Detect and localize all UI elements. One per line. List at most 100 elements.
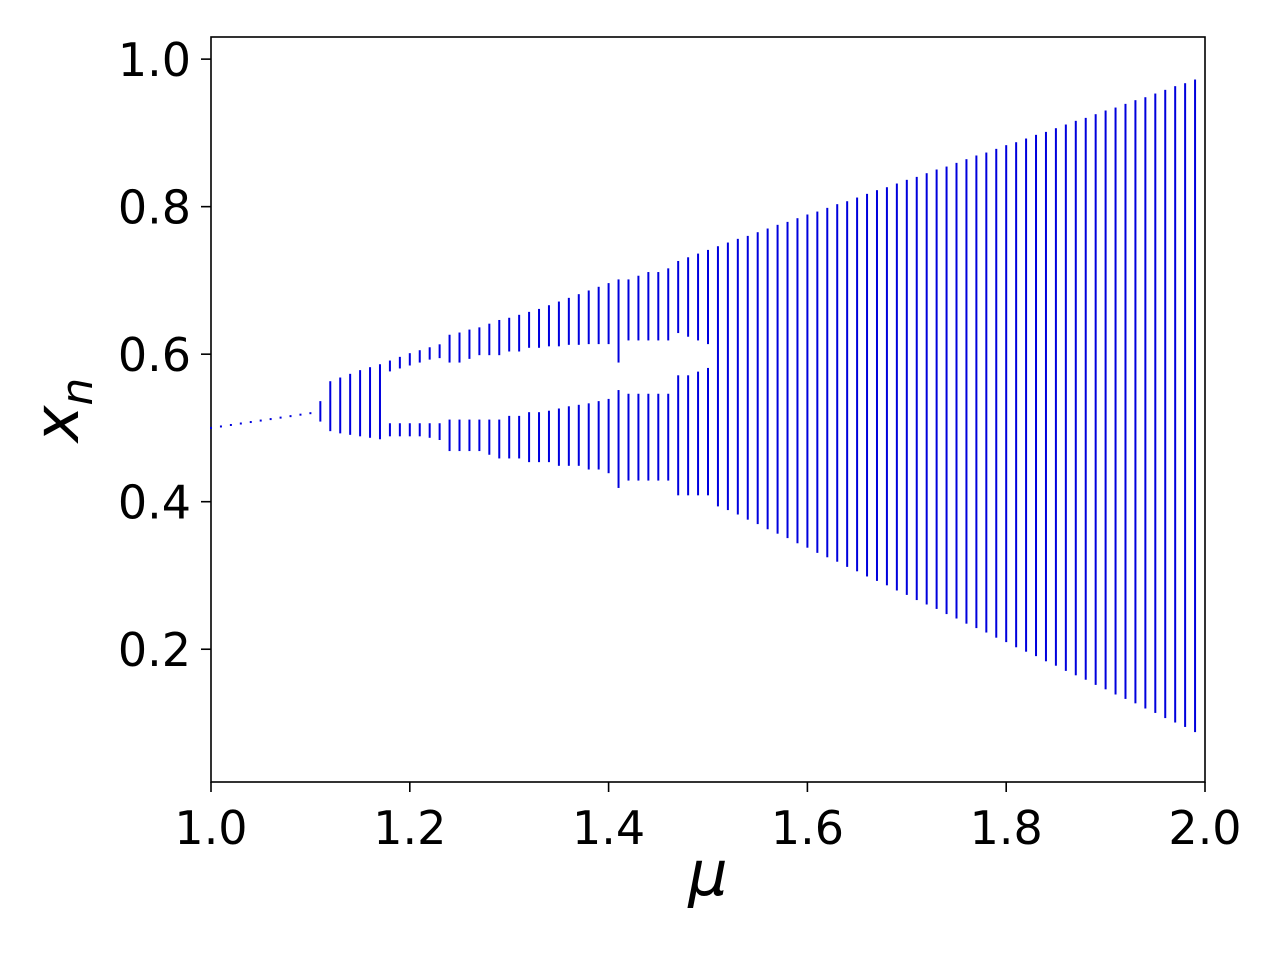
band-segment xyxy=(846,201,849,567)
band-segment xyxy=(766,228,769,530)
y-axis-label-base: x xyxy=(20,404,93,444)
band-segment xyxy=(518,314,521,352)
band-segment xyxy=(726,242,729,511)
band-segment xyxy=(796,218,799,544)
x-tick-label: 1.0 xyxy=(174,801,247,855)
band-segment xyxy=(677,260,680,334)
band-segment xyxy=(259,419,262,422)
band-segment xyxy=(1134,100,1137,704)
band-segment xyxy=(468,419,471,452)
band-segment xyxy=(707,249,709,345)
band-segment xyxy=(925,173,928,605)
band-segment xyxy=(1144,97,1147,709)
band-segment xyxy=(210,426,212,429)
band-segment xyxy=(418,423,421,437)
band-segment xyxy=(806,214,809,548)
band-segment xyxy=(1054,128,1057,666)
band-segment xyxy=(716,246,719,507)
y-tick-label: 0.2 xyxy=(118,623,191,677)
band-segment xyxy=(438,344,441,359)
band-segment xyxy=(398,423,401,437)
band-segment xyxy=(647,393,650,481)
band-segment xyxy=(587,403,590,470)
band-segment xyxy=(438,423,441,441)
band-segment xyxy=(289,415,292,418)
band-segment xyxy=(895,183,898,591)
band-segment xyxy=(697,371,700,496)
band-segment xyxy=(349,373,352,435)
band-segment xyxy=(478,327,481,356)
x-axis-label: μ xyxy=(687,837,727,910)
band-segment xyxy=(995,148,998,638)
band-segment xyxy=(597,286,600,345)
band-segment xyxy=(279,416,282,419)
band-segment xyxy=(945,166,948,615)
band-segment xyxy=(1005,145,1008,643)
band-segment xyxy=(816,211,819,553)
band-segment xyxy=(219,425,222,428)
band-segment xyxy=(498,319,501,356)
band-segment xyxy=(756,232,759,525)
band-segment xyxy=(776,224,779,534)
band-segment xyxy=(746,235,749,520)
band-segment xyxy=(1104,110,1107,690)
band-segment xyxy=(339,377,342,434)
band-segment xyxy=(408,423,411,437)
band-segment xyxy=(1174,86,1177,723)
band-segment xyxy=(269,418,272,421)
y-tick-label: 0.8 xyxy=(118,181,191,235)
band-segment xyxy=(388,360,391,372)
band-segment xyxy=(677,375,680,496)
band-segment xyxy=(587,290,590,345)
band-segment xyxy=(577,404,580,466)
band-segment xyxy=(657,272,660,341)
band-segment xyxy=(836,204,839,562)
band-segment xyxy=(667,393,670,481)
band-segment xyxy=(577,294,580,345)
band-segment xyxy=(875,190,878,581)
band-segment xyxy=(1084,117,1087,680)
band-segment xyxy=(528,311,531,348)
band-segment xyxy=(697,253,700,341)
y-tick-label: 0.4 xyxy=(118,476,191,530)
band-segment xyxy=(687,257,690,337)
band-segment xyxy=(647,272,650,341)
band-segment xyxy=(1025,138,1028,652)
band-segment xyxy=(965,159,968,624)
band-segment xyxy=(478,419,481,452)
band-segment xyxy=(408,353,411,366)
band-segment xyxy=(736,238,739,515)
band-segment xyxy=(418,350,421,363)
band-segment xyxy=(319,401,322,422)
band-segment xyxy=(359,370,362,437)
band-segment xyxy=(885,187,888,586)
band-segment xyxy=(637,275,640,341)
band-segment xyxy=(1064,124,1067,671)
band-segment xyxy=(229,423,232,426)
band-segment xyxy=(528,412,531,463)
band-segment xyxy=(518,415,521,459)
band-segment xyxy=(975,155,978,629)
band-segment xyxy=(935,169,938,609)
band-segment xyxy=(627,279,630,341)
band-segment xyxy=(1124,103,1127,699)
band-segment xyxy=(538,308,541,348)
band-segment xyxy=(498,419,501,459)
band-segment xyxy=(239,422,242,425)
band-segment xyxy=(508,317,511,352)
band-segment xyxy=(637,393,640,481)
band-segment xyxy=(627,393,630,481)
band-segment xyxy=(955,162,958,619)
band-segment xyxy=(905,179,908,595)
x-tick-label: 1.6 xyxy=(771,801,844,855)
band-segment xyxy=(866,193,869,577)
band-segment xyxy=(567,297,570,345)
band-segment xyxy=(557,408,560,466)
x-tick-label: 1.2 xyxy=(373,801,446,855)
band-segment xyxy=(1035,134,1038,657)
y-axis-label-sub: n xyxy=(52,378,103,406)
band-segment xyxy=(1094,114,1097,685)
band-segment xyxy=(547,305,550,347)
band-segment xyxy=(657,393,660,481)
